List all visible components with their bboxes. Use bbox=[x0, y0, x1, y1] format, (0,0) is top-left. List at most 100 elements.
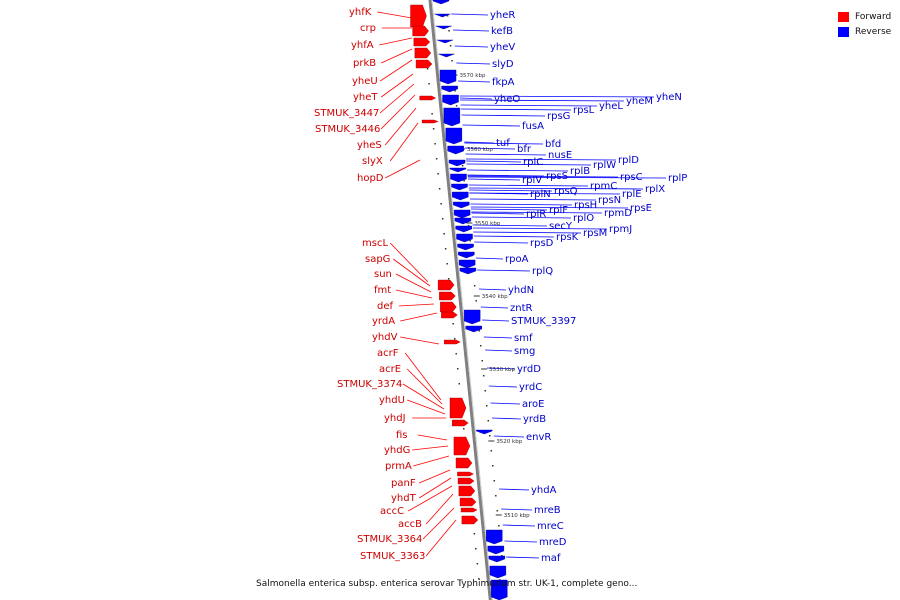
reverse-gene-block bbox=[449, 167, 467, 173]
forward-gene-label: yhdJ bbox=[384, 413, 406, 424]
reverse-leader-line bbox=[480, 306, 509, 309]
forward-gene-block bbox=[457, 477, 475, 485]
reverse-leader-line bbox=[499, 488, 530, 491]
axis-tick-right bbox=[485, 405, 488, 407]
axis-tick-right bbox=[479, 345, 482, 347]
reverse-gene-label: yhdA bbox=[531, 485, 557, 496]
reverse-gene-label: STMUK_3397 bbox=[511, 316, 576, 327]
reverse-gene-label: mreB bbox=[534, 505, 561, 516]
reverse-gene-label: mreD bbox=[539, 537, 567, 548]
axis-tick-left bbox=[455, 353, 457, 355]
axis-tick-right bbox=[478, 330, 480, 332]
forward-leader-line bbox=[408, 485, 453, 512]
forward-leader-line bbox=[412, 445, 449, 451]
reverse-gene-label: rpsS bbox=[546, 171, 568, 182]
forward-leader-line bbox=[400, 312, 438, 322]
reverse-leader-line bbox=[460, 99, 625, 102]
axis-tick-right bbox=[461, 165, 464, 167]
axis-tick-left bbox=[432, 128, 435, 130]
reverse-gene-block bbox=[436, 39, 454, 44]
reverse-leader-line bbox=[490, 402, 521, 405]
axis-tick-right bbox=[446, 15, 449, 17]
reverse-gene-label: rpsQ bbox=[554, 186, 578, 197]
reverse-gene-block bbox=[463, 309, 481, 325]
scale-label: 3560 kbp bbox=[467, 147, 493, 153]
forward-gene-block bbox=[412, 25, 429, 37]
forward-gene-label: acrE bbox=[379, 364, 401, 375]
axis-tick-right bbox=[490, 450, 493, 452]
forward-leader-line bbox=[395, 289, 433, 299]
forward-leader-line bbox=[425, 519, 457, 557]
axis-tick-right bbox=[467, 225, 470, 227]
axis-tick-right bbox=[475, 300, 477, 302]
reverse-leader-line bbox=[474, 241, 529, 244]
genome-line bbox=[428, 0, 492, 600]
reverse-leader-line bbox=[472, 227, 608, 230]
axis-tick-left bbox=[428, 83, 430, 85]
forward-gene-label: yheS bbox=[357, 140, 382, 151]
reverse-gene-label: rplF bbox=[549, 205, 568, 216]
forward-gene-label: yrdA bbox=[372, 316, 395, 327]
forward-gene-label: prkB bbox=[353, 58, 376, 69]
reverse-gene-label: yheO bbox=[494, 94, 520, 105]
reverse-leader-line bbox=[468, 187, 644, 190]
reverse-gene-label: yheN bbox=[656, 92, 682, 103]
reverse-leader-line bbox=[502, 524, 536, 527]
reverse-gene-label: rplV bbox=[522, 175, 542, 186]
reverse-gene-label: slyD bbox=[492, 59, 514, 70]
axis-tick-left bbox=[478, 578, 480, 580]
reverse-leader-line bbox=[477, 269, 531, 272]
axis-tick-left bbox=[446, 263, 448, 265]
reverse-leader-line bbox=[483, 336, 513, 339]
axis-tick-right bbox=[484, 390, 486, 392]
reverse-gene-block bbox=[447, 145, 464, 155]
axis-tick-left bbox=[463, 428, 465, 430]
forward-gene-block bbox=[415, 59, 433, 69]
reverse-leader-line bbox=[465, 153, 547, 156]
reverse-leader-line bbox=[468, 184, 589, 187]
reverse-gene-block bbox=[489, 565, 507, 579]
forward-leader-line bbox=[389, 122, 419, 162]
forward-gene-block bbox=[461, 515, 479, 525]
legend-reverse: Reverse bbox=[838, 24, 891, 39]
reverse-gene-label: rpsE bbox=[630, 203, 652, 214]
reverse-gene-block bbox=[438, 53, 455, 58]
forward-gene-label: accC bbox=[380, 506, 404, 517]
reverse-leader-line bbox=[453, 29, 490, 32]
reverse-leader-line bbox=[493, 435, 525, 438]
reverse-leader-line bbox=[473, 231, 582, 234]
reverse-leader-line bbox=[467, 169, 569, 172]
reverse-gene-block bbox=[452, 191, 469, 201]
forward-leader-line bbox=[377, 11, 413, 19]
forward-gene-label: prmA bbox=[385, 461, 412, 472]
forward-gene-label: sun bbox=[374, 269, 392, 280]
forward-gene-label: yhdU bbox=[379, 395, 405, 406]
reverse-gene-label: rplX bbox=[645, 184, 665, 195]
axis-tick-right bbox=[469, 240, 471, 242]
reverse-gene-block bbox=[476, 429, 493, 435]
reverse-gene-label: rplQ bbox=[532, 266, 553, 277]
reverse-leader-line bbox=[464, 142, 544, 145]
forward-gene-block bbox=[419, 95, 437, 101]
axis-tick-left bbox=[475, 548, 477, 550]
genome-caption: Salmonella enterica subsp. enterica sero… bbox=[256, 579, 638, 589]
reverse-leader-line bbox=[461, 114, 546, 117]
legend-forward-label: Forward bbox=[855, 11, 892, 22]
reverse-leader-line bbox=[471, 211, 603, 214]
reverse-gene-label: smf bbox=[514, 333, 533, 344]
axis-tick-left bbox=[444, 248, 447, 250]
reverse-leader-line bbox=[473, 235, 555, 238]
reverse-leader-line bbox=[485, 349, 513, 352]
forward-gene-label: STMUK_3374 bbox=[337, 379, 402, 390]
gene-features bbox=[410, 0, 508, 600]
reverse-leader-line bbox=[505, 556, 540, 559]
axis-tick-right bbox=[492, 465, 494, 467]
forward-leader-line bbox=[398, 303, 435, 307]
reverse-leader-line bbox=[454, 45, 489, 48]
reverse-gene-label: rplW bbox=[593, 160, 616, 171]
reverse-gene-block bbox=[439, 69, 457, 85]
forward-gene-label: yhfK bbox=[349, 7, 372, 18]
axis-tick-right bbox=[448, 30, 450, 32]
forward-gene-block bbox=[439, 291, 456, 301]
reverse-gene-label: fkpA bbox=[492, 77, 515, 88]
